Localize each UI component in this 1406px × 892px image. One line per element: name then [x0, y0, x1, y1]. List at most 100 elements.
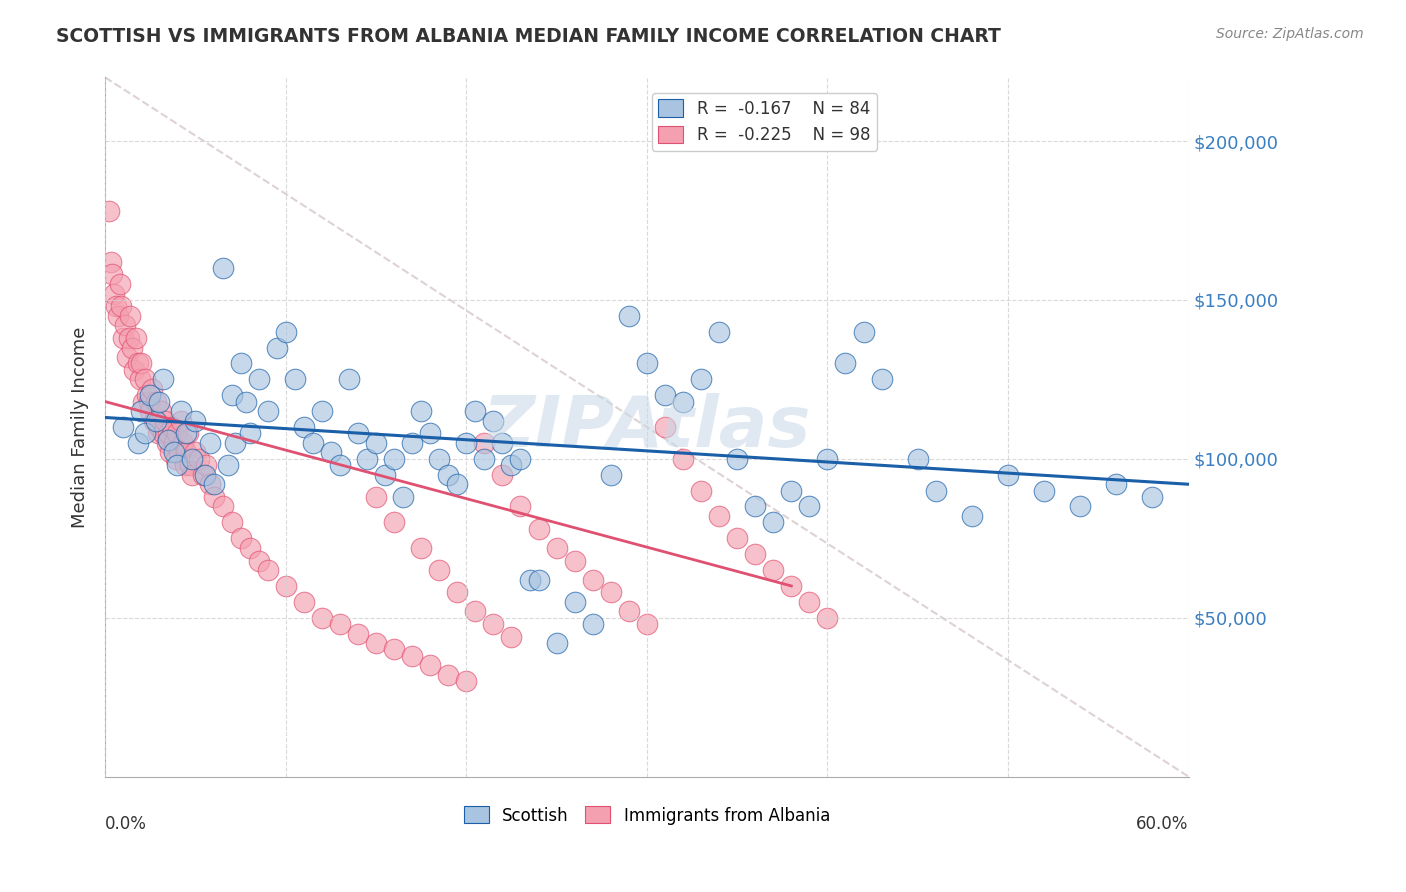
Point: [121, 341, 143, 355]
Point: [127, 356, 149, 370]
Point: [725, 451, 748, 466]
Point: [799, 595, 821, 609]
Point: [101, 268, 124, 282]
Point: [165, 451, 187, 466]
Point: [239, 541, 262, 555]
Point: [464, 404, 486, 418]
Point: [97, 203, 120, 218]
Legend: Scottish, Immigrants from Albania: Scottish, Immigrants from Albania: [457, 800, 837, 831]
Point: [128, 372, 150, 386]
Point: [235, 394, 257, 409]
Point: [1105, 477, 1128, 491]
Point: [180, 467, 202, 482]
Point: [356, 451, 378, 466]
Point: [217, 458, 239, 472]
Point: [707, 325, 730, 339]
Point: [107, 309, 129, 323]
Point: [1069, 500, 1091, 514]
Point: [834, 356, 856, 370]
Point: [148, 420, 170, 434]
Point: [139, 404, 162, 418]
Point: [762, 516, 785, 530]
Point: [112, 420, 135, 434]
Point: [138, 394, 160, 409]
Point: [211, 500, 233, 514]
Point: [134, 426, 156, 441]
Point: [599, 467, 621, 482]
Point: [131, 404, 153, 418]
Point: [419, 658, 441, 673]
Point: [114, 318, 136, 333]
Point: [166, 426, 188, 441]
Point: [157, 433, 180, 447]
Point: [617, 604, 640, 618]
Point: [195, 458, 218, 472]
Point: [437, 467, 460, 482]
Point: [191, 467, 214, 482]
Point: [337, 372, 360, 386]
Point: [564, 595, 586, 609]
Point: [482, 414, 505, 428]
Point: [134, 372, 156, 386]
Point: [636, 356, 658, 370]
Point: [247, 553, 270, 567]
Point: [672, 451, 695, 466]
Point: [188, 451, 211, 466]
Point: [198, 477, 221, 491]
Text: 0.0%: 0.0%: [105, 815, 148, 833]
Point: [411, 541, 433, 555]
Point: [347, 426, 370, 441]
Point: [173, 458, 195, 472]
Text: SCOTTISH VS IMMIGRANTS FROM ALBANIA MEDIAN FAMILY INCOME CORRELATION CHART: SCOTTISH VS IMMIGRANTS FROM ALBANIA MEDI…: [56, 27, 1001, 45]
Point: [907, 451, 929, 466]
Point: [374, 467, 396, 482]
Point: [292, 420, 315, 434]
Point: [427, 451, 450, 466]
Point: [139, 388, 162, 402]
Point: [654, 388, 676, 402]
Point: [100, 254, 122, 268]
Point: [155, 436, 177, 450]
Point: [329, 617, 352, 632]
Point: [132, 394, 155, 409]
Point: [221, 516, 243, 530]
Point: [180, 451, 202, 466]
Point: [870, 372, 893, 386]
Point: [509, 451, 531, 466]
Point: [110, 299, 132, 313]
Point: [115, 350, 138, 364]
Y-axis label: Median Family Income: Median Family Income: [72, 326, 89, 528]
Point: [382, 451, 405, 466]
Point: [166, 458, 188, 472]
Point: [141, 382, 163, 396]
Point: [1033, 483, 1056, 498]
Point: [564, 553, 586, 567]
Point: [546, 636, 568, 650]
Point: [617, 309, 640, 323]
Point: [160, 420, 183, 434]
Point: [401, 436, 423, 450]
Point: [198, 436, 221, 450]
Point: [780, 483, 803, 498]
Point: [202, 477, 225, 491]
Point: [744, 500, 766, 514]
Point: [456, 674, 478, 689]
Point: [707, 508, 730, 523]
Point: [150, 404, 173, 418]
Point: [474, 451, 496, 466]
Point: [491, 436, 513, 450]
Point: [108, 277, 131, 291]
Point: [446, 477, 468, 491]
Point: [690, 483, 713, 498]
Point: [852, 325, 875, 339]
Point: [211, 261, 233, 276]
Point: [176, 426, 198, 441]
Point: [311, 611, 333, 625]
Point: [163, 445, 186, 459]
Point: [302, 436, 325, 450]
Point: [464, 604, 486, 618]
Point: [153, 414, 176, 428]
Point: [120, 309, 142, 323]
Point: [131, 356, 153, 370]
Point: [456, 436, 478, 450]
